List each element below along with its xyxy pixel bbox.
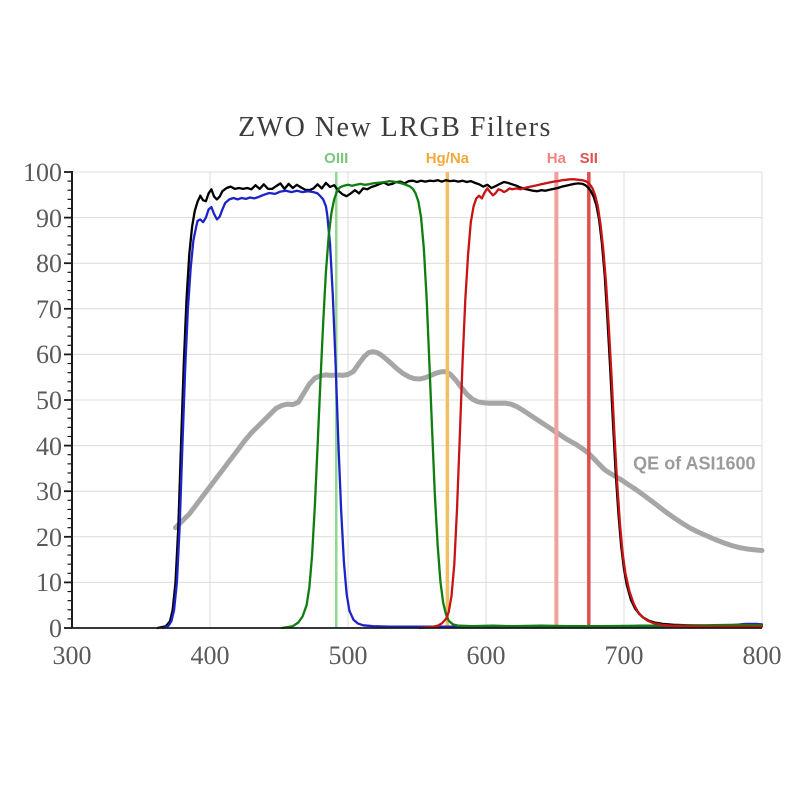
y-tick-label-0: 0: [49, 614, 62, 643]
marker-label-oiii: OIII: [324, 150, 349, 167]
series-line-luminance: [156, 179, 764, 630]
y-tick-label-70: 70: [36, 294, 62, 324]
chart-title: ZWO New LRGB Filters: [238, 112, 552, 143]
qe-annotation: QE of ASI1600: [633, 453, 756, 474]
marker-label-ha: Ha: [546, 150, 566, 167]
y-tick-label-30: 30: [36, 477, 62, 507]
y-tick-label-10: 10: [36, 568, 62, 598]
marker-label-sii: SII: [579, 150, 598, 167]
y-tick-label-50: 50: [36, 386, 62, 415]
series-line-blue: [161, 189, 764, 630]
series-line-green: [280, 179, 764, 630]
y-tick-label-100: 100: [23, 158, 62, 187]
series-line-red: [418, 178, 764, 630]
series-line-qe-asi1600: [173, 349, 765, 553]
y-tick-label-20: 20: [36, 522, 62, 552]
marker-label-hg-na: Hg/Na: [425, 150, 470, 167]
x-tick-label-400: 400: [190, 641, 230, 670]
y-tick-label-60: 60: [36, 340, 62, 370]
x-tick-label-300: 300: [52, 641, 92, 670]
x-tick-label-500: 500: [328, 641, 368, 670]
x-tick-label-800: 800: [742, 641, 782, 670]
y-tick-label-40: 40: [36, 431, 62, 461]
x-tick-label-700: 700: [604, 641, 644, 670]
y-tick-label-80: 80: [36, 249, 62, 279]
y-tick-label-90: 90: [36, 203, 62, 233]
x-tick-label-600: 600: [466, 641, 506, 670]
